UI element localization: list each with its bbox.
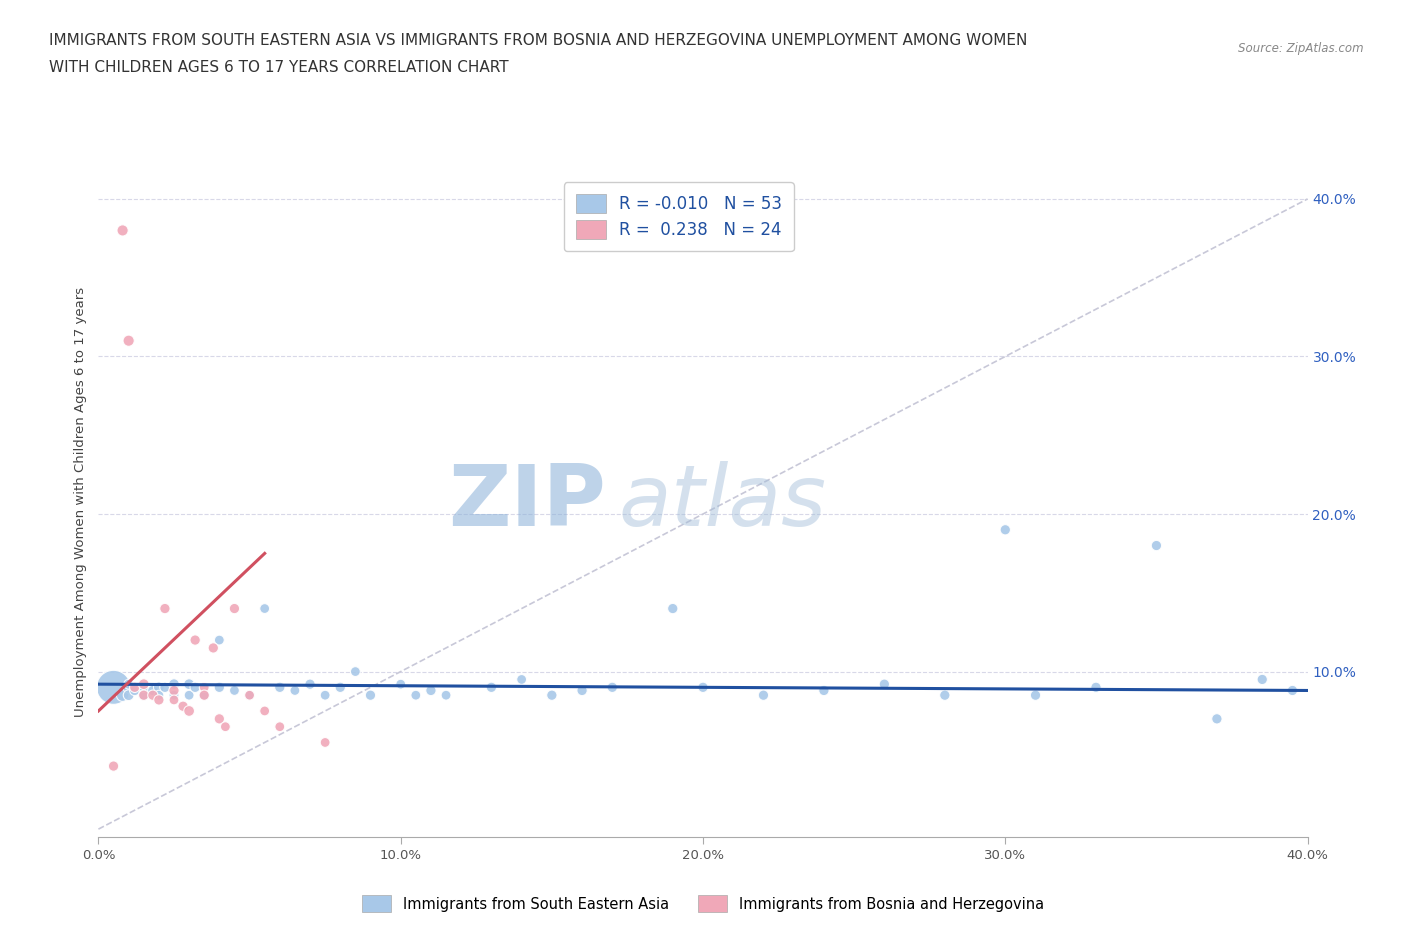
Point xyxy=(142,688,165,703)
Point xyxy=(103,680,125,695)
Point xyxy=(420,683,443,698)
Point xyxy=(124,680,146,695)
Point xyxy=(118,680,141,695)
Point xyxy=(111,688,134,703)
Point xyxy=(163,683,186,698)
Point xyxy=(163,677,186,692)
Point xyxy=(208,632,231,647)
Point xyxy=(202,641,225,656)
Text: ZIP: ZIP xyxy=(449,460,606,544)
Point xyxy=(132,688,155,703)
Point xyxy=(540,688,562,703)
Point xyxy=(163,693,186,708)
Point xyxy=(269,719,291,734)
Point xyxy=(103,759,125,774)
Point xyxy=(193,688,215,703)
Point xyxy=(1085,680,1108,695)
Legend: R = -0.010   N = 53, R =  0.238   N = 24: R = -0.010 N = 53, R = 0.238 N = 24 xyxy=(564,182,793,251)
Point xyxy=(132,680,155,695)
Text: Source: ZipAtlas.com: Source: ZipAtlas.com xyxy=(1239,42,1364,55)
Point xyxy=(148,688,170,703)
Point xyxy=(179,677,201,692)
Point xyxy=(389,677,412,692)
Point xyxy=(813,683,835,698)
Point xyxy=(284,683,307,698)
Point xyxy=(510,672,533,687)
Point xyxy=(148,693,170,708)
Point xyxy=(314,688,336,703)
Point xyxy=(299,677,322,692)
Point xyxy=(253,601,276,616)
Point xyxy=(994,523,1017,538)
Text: IMMIGRANTS FROM SOUTH EASTERN ASIA VS IMMIGRANTS FROM BOSNIA AND HERZEGOVINA UNE: IMMIGRANTS FROM SOUTH EASTERN ASIA VS IM… xyxy=(49,33,1028,47)
Point xyxy=(179,688,201,703)
Point xyxy=(118,677,141,692)
Point xyxy=(193,680,215,695)
Point xyxy=(1251,672,1274,687)
Y-axis label: Unemployment Among Women with Children Ages 6 to 17 years: Unemployment Among Women with Children A… xyxy=(75,287,87,717)
Point xyxy=(314,735,336,750)
Point xyxy=(434,688,457,703)
Point xyxy=(602,680,624,695)
Point xyxy=(1206,711,1229,726)
Point xyxy=(153,680,176,695)
Point xyxy=(111,223,134,238)
Point xyxy=(329,680,352,695)
Point xyxy=(118,333,141,348)
Point xyxy=(752,688,775,703)
Text: WITH CHILDREN AGES 6 TO 17 YEARS CORRELATION CHART: WITH CHILDREN AGES 6 TO 17 YEARS CORRELA… xyxy=(49,60,509,75)
Point xyxy=(179,703,201,718)
Point xyxy=(208,711,231,726)
Point xyxy=(172,698,194,713)
Point xyxy=(405,688,427,703)
Point xyxy=(124,683,146,698)
Point xyxy=(118,688,141,703)
Point xyxy=(571,683,593,698)
Point xyxy=(239,688,262,703)
Point xyxy=(934,688,956,703)
Point xyxy=(873,677,896,692)
Point xyxy=(132,680,155,695)
Point xyxy=(692,680,714,695)
Point xyxy=(163,688,186,703)
Point xyxy=(344,664,367,679)
Point xyxy=(184,680,207,695)
Point xyxy=(224,601,246,616)
Point xyxy=(142,683,165,698)
Point xyxy=(224,683,246,698)
Text: atlas: atlas xyxy=(619,460,827,544)
Point xyxy=(239,688,262,703)
Point xyxy=(662,601,685,616)
Point xyxy=(208,680,231,695)
Point xyxy=(253,703,276,718)
Point xyxy=(1024,688,1046,703)
Point xyxy=(1144,538,1167,553)
Point xyxy=(148,680,170,695)
Point xyxy=(360,688,382,703)
Point xyxy=(193,688,215,703)
Legend: Immigrants from South Eastern Asia, Immigrants from Bosnia and Herzegovina: Immigrants from South Eastern Asia, Immi… xyxy=(356,890,1050,918)
Point xyxy=(132,677,155,692)
Point xyxy=(214,719,236,734)
Point xyxy=(153,601,176,616)
Point xyxy=(132,688,155,703)
Point xyxy=(1281,683,1303,698)
Point xyxy=(481,680,503,695)
Point xyxy=(269,680,291,695)
Point xyxy=(184,632,207,647)
